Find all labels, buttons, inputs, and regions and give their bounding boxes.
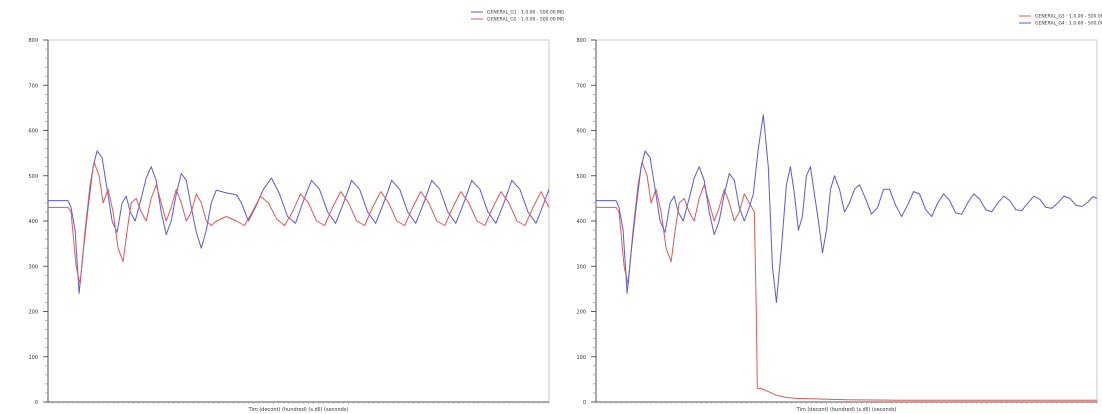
- y-tick-label: 300: [576, 264, 586, 270]
- y-tick-label: 0: [583, 400, 586, 406]
- legend-entry: GENERAL_G1 : 1.0.00 - 500.00 MG: [487, 10, 565, 16]
- y-tick-label: 400: [28, 219, 38, 225]
- y-tick-label: 500: [576, 174, 586, 180]
- y-tick-label: 500: [28, 174, 38, 180]
- y-tick-label: 0: [35, 400, 38, 406]
- y-tick-label: 200: [28, 310, 38, 316]
- y-tick-label: 700: [28, 83, 38, 89]
- chart-2: 0 100 200 300 400 500 600 700 800 Tim (decont) (h…: [576, 14, 1102, 413]
- plot-area: [48, 40, 549, 402]
- y-tick-label: 100: [576, 355, 586, 361]
- legend-entry: GENERAL_G4 : 1.0.00 - 500.00 M: [1035, 21, 1102, 27]
- y-tick-label: 600: [28, 129, 38, 135]
- legend-entry: GENERAL_G3 : 1.0.00 - 500.00 M: [1035, 14, 1102, 20]
- legend-entry: GENERAL_G2 : 1.0.00 - 500.00 MG: [487, 17, 565, 23]
- y-tick-label: 300: [28, 264, 38, 270]
- y-tick-label: 600: [576, 129, 586, 135]
- y-tick-label: 800: [28, 38, 38, 44]
- x-axis-label: Tim (decont) (hundred) (s.dll) (seconds): [248, 407, 349, 413]
- x-axis-label: Tim (decont) (hundred) (s.dll) (seconds): [796, 407, 897, 413]
- y-tick-label: 100: [28, 355, 38, 361]
- y-tick-label: 400: [576, 219, 586, 225]
- y-tick-label: 700: [576, 83, 586, 89]
- y-tick-label: 200: [576, 310, 586, 316]
- y-tick-label: 800: [576, 38, 586, 44]
- plot-area: [596, 40, 1097, 402]
- chart-1: 0 100 200 300 400 500 600 700 800 Tim (decont) (h…: [28, 10, 564, 413]
